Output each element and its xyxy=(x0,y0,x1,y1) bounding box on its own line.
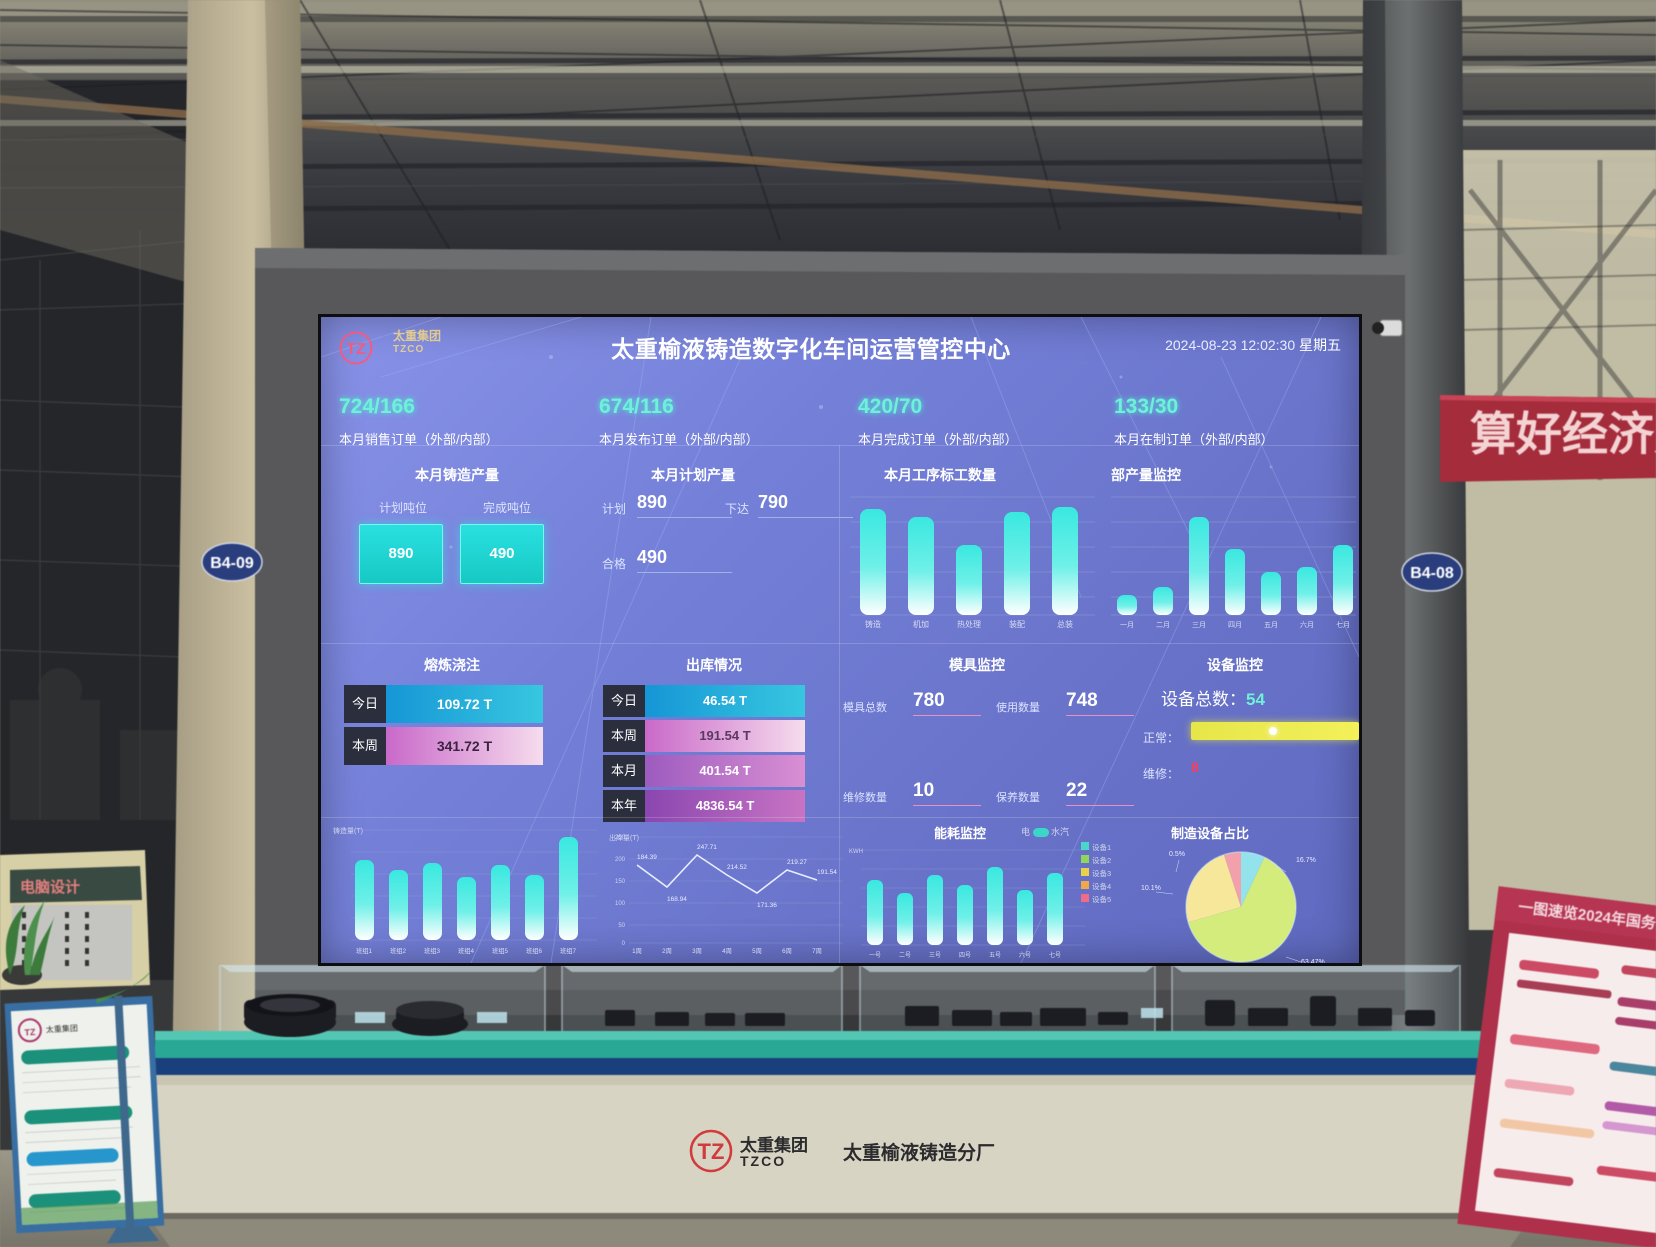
svg-text:KWH: KWH xyxy=(849,849,863,855)
svg-text:四月: 四月 xyxy=(1228,621,1242,629)
svg-text:三号: 三号 xyxy=(929,952,941,959)
svg-text:热处理: 热处理 xyxy=(957,619,981,629)
svg-text:一号: 一号 xyxy=(869,952,881,959)
svg-text:150: 150 xyxy=(615,879,626,885)
svg-text:219.27: 219.27 xyxy=(787,859,807,866)
svg-text:7周: 7周 xyxy=(812,947,822,955)
svg-text:168.94: 168.94 xyxy=(667,896,687,903)
svg-text:TZ: TZ xyxy=(24,1027,36,1038)
svg-text:铸造: 铸造 xyxy=(865,619,881,629)
svg-text:六月: 六月 xyxy=(1300,620,1314,629)
svg-text:班组3: 班组3 xyxy=(424,946,441,955)
svg-text:太重集团: 太重集团 xyxy=(46,1023,78,1035)
svg-text:16.7%: 16.7% xyxy=(1296,857,1316,864)
svg-text:铸造量(T): 铸造量(T) xyxy=(333,826,363,835)
svg-text:算好经济账: 算好经济账 xyxy=(1470,408,1656,460)
svg-text:二月: 二月 xyxy=(1156,621,1170,629)
svg-text:五号: 五号 xyxy=(989,952,1001,959)
svg-text:一月: 一月 xyxy=(1120,621,1134,629)
svg-text:191.54: 191.54 xyxy=(817,869,837,876)
svg-text:机加: 机加 xyxy=(913,619,929,629)
svg-text:班组5: 班组5 xyxy=(492,946,509,955)
svg-text:班组6: 班组6 xyxy=(526,946,543,955)
svg-text:六号: 六号 xyxy=(1019,951,1031,959)
svg-text:6周: 6周 xyxy=(782,947,792,955)
svg-text:三月: 三月 xyxy=(1192,621,1206,629)
svg-text:184.39: 184.39 xyxy=(637,854,657,861)
svg-text:50: 50 xyxy=(618,923,625,929)
svg-text:1周: 1周 xyxy=(632,947,642,955)
svg-text:装配: 装配 xyxy=(1009,619,1025,629)
svg-text:班组2: 班组2 xyxy=(390,946,407,955)
svg-text:五月: 五月 xyxy=(1264,621,1278,629)
svg-text:100: 100 xyxy=(615,901,626,907)
svg-text:B4-09: B4-09 xyxy=(210,555,254,572)
svg-text:0.5%: 0.5% xyxy=(1169,851,1185,858)
svg-text:TZ: TZ xyxy=(698,1139,725,1164)
svg-text:3周: 3周 xyxy=(692,947,702,955)
svg-text:二号: 二号 xyxy=(899,952,911,959)
svg-text:班组1: 班组1 xyxy=(356,946,373,955)
svg-text:电脑设计: 电脑设计 xyxy=(20,878,80,896)
svg-text:总装: 总装 xyxy=(1057,619,1073,629)
svg-text:171.36: 171.36 xyxy=(757,902,777,909)
svg-text:200: 200 xyxy=(615,857,626,863)
svg-text:七月: 七月 xyxy=(1336,620,1350,629)
svg-text:班组7: 班组7 xyxy=(560,946,577,955)
svg-text:班组4: 班组4 xyxy=(458,946,475,955)
svg-text:63.47%: 63.47% xyxy=(1301,959,1325,966)
svg-text:250: 250 xyxy=(615,835,626,841)
svg-text:四号: 四号 xyxy=(959,952,971,959)
svg-text:B4-08: B4-08 xyxy=(1410,565,1454,582)
svg-text:5周: 5周 xyxy=(752,947,762,955)
svg-text:10.1%: 10.1% xyxy=(1141,885,1161,892)
svg-text:2周: 2周 xyxy=(662,947,672,955)
svg-text:七号: 七号 xyxy=(1049,951,1061,959)
svg-text:0: 0 xyxy=(622,941,626,947)
svg-text:247.71: 247.71 xyxy=(697,844,717,851)
svg-text:214.52: 214.52 xyxy=(727,864,747,871)
svg-text:4周: 4周 xyxy=(722,947,732,955)
